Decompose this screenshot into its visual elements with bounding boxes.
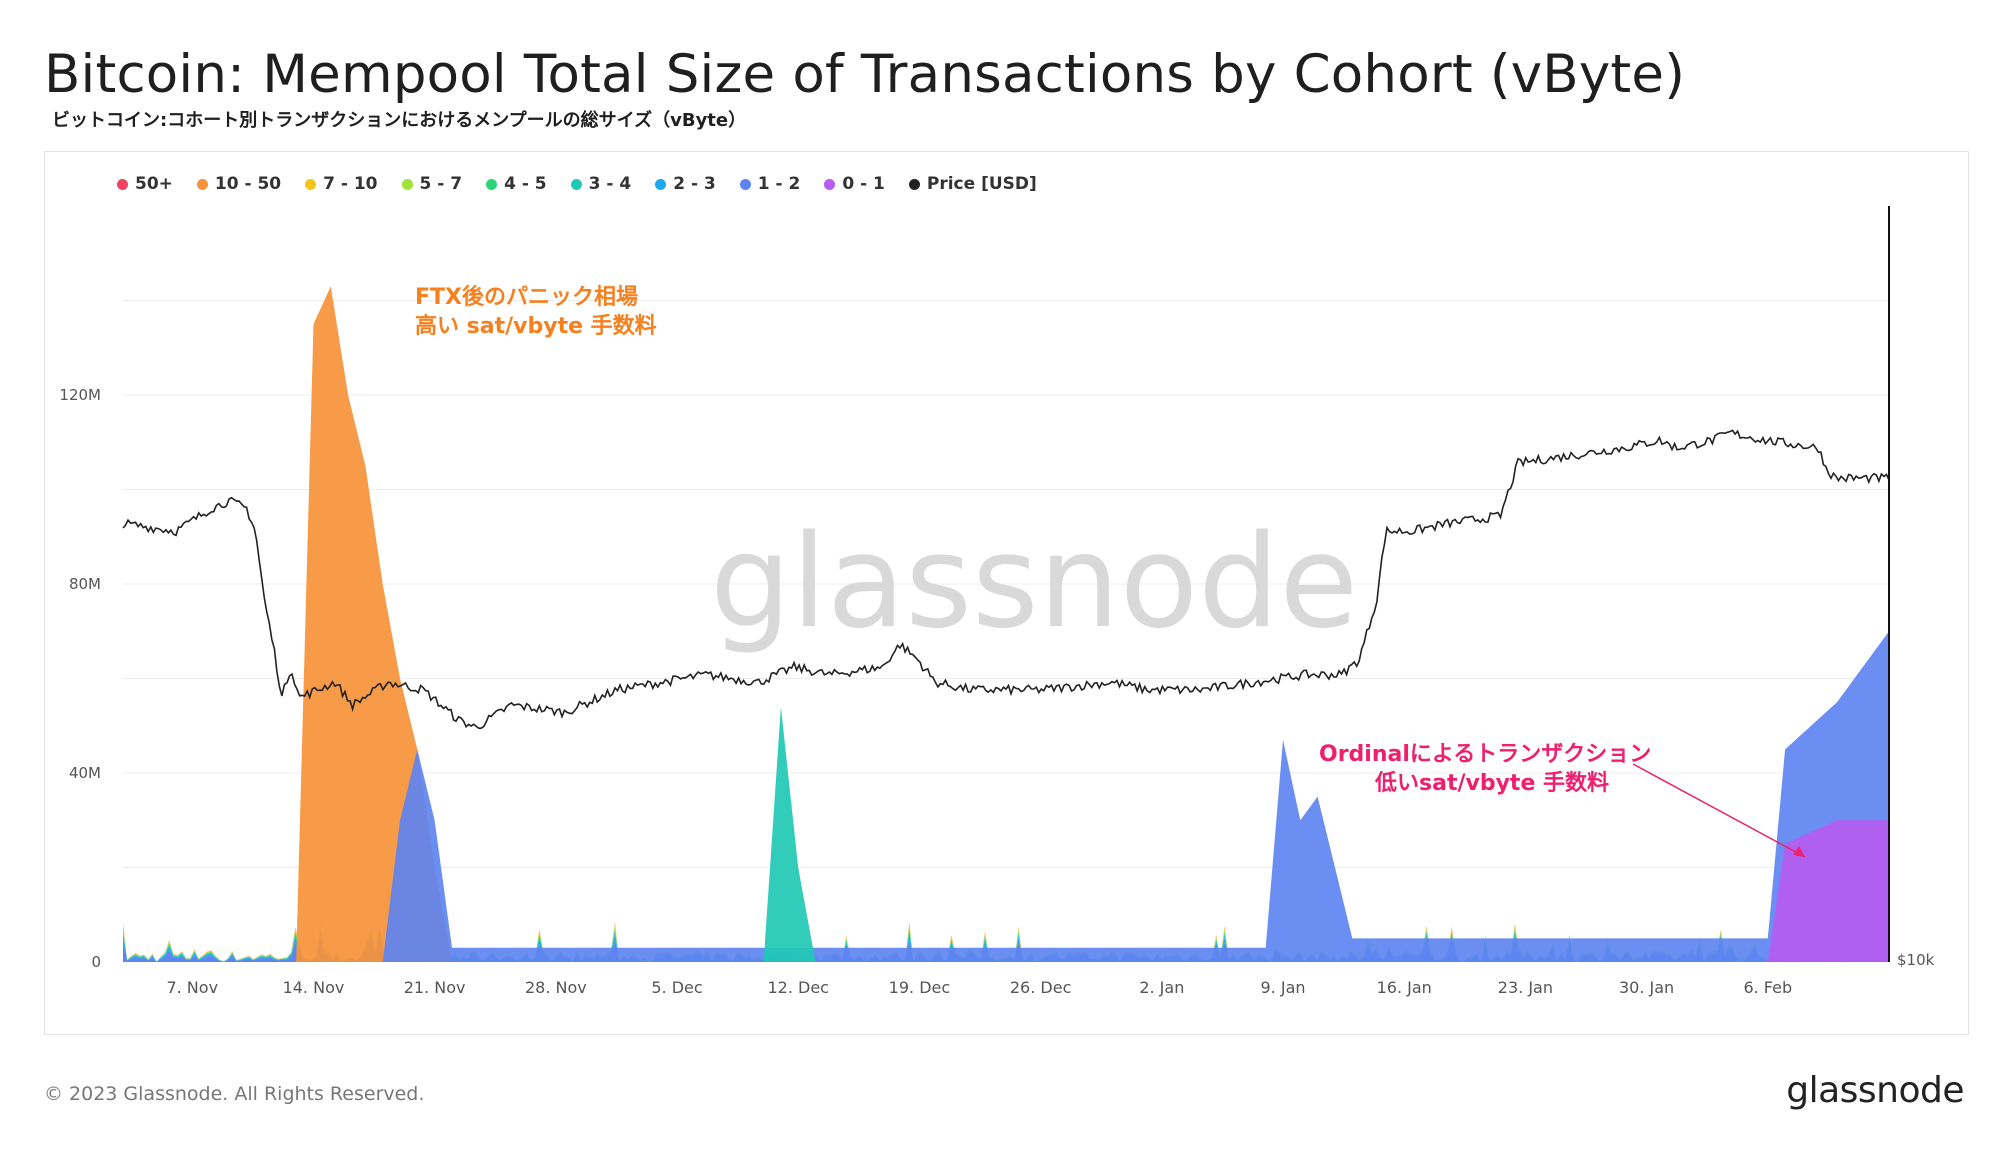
legend-label: 0 - 1 (842, 174, 885, 194)
x-tick-label: 16. Jan (1377, 978, 1432, 997)
legend-label: 4 - 5 (504, 174, 547, 194)
legend-dot-icon (401, 178, 413, 190)
legend-dot-icon (486, 178, 498, 190)
page-subtitle: ビットコイン:コホート別トランザクションにおけるメンプールの総サイズ（vByte… (52, 110, 747, 131)
legend-label: 2 - 3 (673, 174, 716, 194)
legend-dot-icon (305, 178, 317, 190)
legend-item[interactable]: 5 - 7 (401, 174, 463, 194)
legend-label: 10 - 50 (214, 174, 282, 194)
x-tick-label: 14. Nov (283, 978, 345, 997)
x-tick-label: 30. Jan (1619, 978, 1674, 997)
annotation-ordinal-arrow (1632, 763, 1806, 858)
legend-dot-icon (739, 178, 751, 190)
series-area-3-4 (763, 706, 816, 962)
x-axis-ticks: 7. Nov 14. Nov 21. Nov 28. Nov 5. Dec 12. Dec… (166, 978, 1792, 997)
series-area-1-2 (382, 631, 1890, 962)
legend-dot-icon (824, 178, 836, 190)
annotation-ftx-line2: 高い sat/vbyte 手数料 (415, 313, 657, 339)
y-tick-label: 0 (91, 953, 101, 971)
y-axis-ticks: 0 40M 80M 120M (59, 386, 101, 971)
legend-dot-icon (570, 178, 582, 190)
arrowhead-icon (1793, 846, 1805, 857)
y-right-tick-label: $10k (1897, 951, 1935, 969)
x-tick-label: 23. Jan (1498, 978, 1553, 997)
x-tick-label: 2. Jan (1139, 978, 1184, 997)
x-tick-label: 7. Nov (166, 978, 218, 997)
y-tick-label: 120M (59, 386, 101, 404)
legend-item[interactable]: 3 - 4 (570, 174, 632, 194)
legend-item[interactable]: 7 - 10 (305, 174, 378, 194)
watermark: glassnode (710, 508, 1358, 657)
annotations: FTX後のパニック相場 高い sat/vbyte 手数料 Ordinalによるト… (415, 284, 1806, 858)
annotation-ftx-line1: FTX後のパニック相場 (415, 284, 638, 310)
x-tick-label: 26. Dec (1010, 978, 1072, 997)
legend-dot-icon (908, 178, 920, 190)
footer-copyright: © 2023 Glassnode. All Rights Reserved. (44, 1083, 425, 1105)
legend-label: 5 - 7 (419, 174, 463, 194)
legend-dot-icon (196, 178, 208, 190)
legend-label: 3 - 4 (588, 174, 632, 194)
legend-label: Price [USD] (926, 174, 1037, 194)
y-tick-label: 40M (69, 764, 101, 782)
price-series (122, 429, 1890, 729)
legend-item[interactable]: 2 - 3 (655, 174, 716, 194)
x-tick-label: 19. Dec (889, 978, 951, 997)
chart-panel: 50+ 10 - 50 7 - 10 5 - 7 4 - 5 3 - 4 2 - 3 1 - … (44, 151, 1969, 1035)
legend-label: 50+ (135, 174, 173, 194)
legend-item[interactable]: 10 - 50 (196, 174, 282, 194)
x-tick-label: 9. Jan (1261, 978, 1306, 997)
legend-item[interactable]: 0 - 1 (824, 174, 885, 194)
legend-item[interactable]: 50+ (117, 174, 173, 194)
price-line (122, 429, 1890, 729)
legend-label: 7 - 10 (323, 174, 378, 194)
annotation-ordinal-line1: Ordinalによるトランザクション (1319, 742, 1651, 767)
x-tick-label: 12. Dec (767, 978, 829, 997)
x-tick-label: 5. Dec (651, 978, 702, 997)
footer-logo: glassnode (1786, 1070, 1964, 1111)
chart-svg: glassnode 7. Nov 14. Nov 21. Nov 28. Nov 5. … (59, 206, 1935, 997)
legend-item[interactable]: 4 - 5 (486, 174, 547, 194)
legend-dot-icon (655, 178, 667, 190)
x-tick-label: 6. Feb (1743, 978, 1792, 997)
page-title: Bitcoin: Mempool Total Size of Transacti… (44, 44, 1686, 105)
legend-item[interactable]: 1 - 2 (739, 174, 801, 194)
legend-item[interactable]: Price [USD] (908, 174, 1037, 194)
chart-legend: 50+ 10 - 50 7 - 10 5 - 7 4 - 5 3 - 4 2 - 3 1 - … (117, 174, 1061, 194)
x-tick-label: 21. Nov (404, 978, 466, 997)
y-tick-label: 80M (69, 575, 101, 593)
annotation-ordinal-line2: 低いsat/vbyte 手数料 (1374, 770, 1609, 796)
legend-label: 1 - 2 (757, 174, 801, 194)
x-tick-label: 28. Nov (525, 978, 587, 997)
legend-dot-icon (117, 178, 128, 190)
